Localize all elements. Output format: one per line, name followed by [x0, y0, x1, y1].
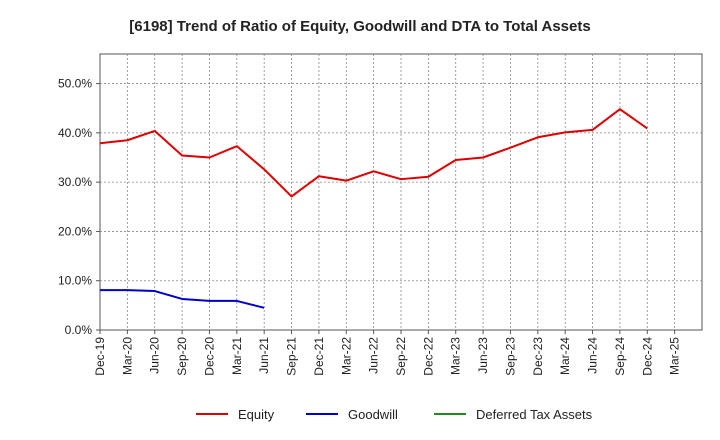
y-tick-label: 50.0%: [58, 77, 92, 91]
gridlines: [100, 54, 702, 330]
x-tick-label: Sep-24: [613, 337, 627, 376]
y-tick-label: 30.0%: [58, 175, 92, 189]
series-line-goodwill: [100, 289, 265, 309]
x-tick-label: Dec-22: [421, 337, 435, 376]
series-lines: [99, 108, 648, 309]
y-axis: 0.0% 10.0% 20.0% 30.0% 40.0% 50.0%: [58, 77, 100, 337]
x-tick-label: Dec-20: [202, 337, 216, 376]
x-tick-label: Sep-21: [285, 337, 299, 376]
chart-title: [6198] Trend of Ratio of Equity, Goodwil…: [129, 18, 590, 35]
x-tick-label: Mar-22: [339, 337, 353, 375]
x-tick-label: Sep-22: [394, 337, 408, 376]
x-tick-label: Jun-23: [476, 337, 490, 374]
legend: Equity Goodwill Deferred Tax Assets: [196, 407, 593, 422]
x-tick-label: Mar-25: [668, 337, 682, 375]
x-tick-label: Mar-20: [120, 337, 134, 375]
y-tick-label: 0.0%: [65, 323, 93, 337]
x-tick-label: Dec-19: [93, 337, 107, 376]
x-tick-label: Dec-21: [312, 337, 326, 376]
x-tick-label: Sep-20: [175, 337, 189, 376]
x-tick-label: Dec-24: [640, 337, 654, 376]
x-tick-label: Jun-20: [148, 337, 162, 374]
x-tick-label: Jun-24: [586, 337, 600, 374]
y-tick-label: 20.0%: [58, 224, 92, 238]
legend-label-goodwill: Goodwill: [348, 407, 398, 422]
y-tick-label: 40.0%: [58, 126, 92, 140]
legend-label-deferred-tax-assets: Deferred Tax Assets: [476, 407, 593, 422]
x-tick-label: Mar-23: [449, 337, 463, 375]
legend-label-equity: Equity: [238, 407, 275, 422]
x-tick-label: Jun-21: [257, 337, 271, 374]
x-tick-label: Dec-23: [531, 337, 545, 376]
x-tick-label: Sep-23: [503, 337, 517, 376]
x-tick-label: Jun-22: [367, 337, 381, 374]
x-axis: Dec-19 Mar-20 Jun-20 Sep-20 Dec-20 Mar-21 Jun-…: [93, 330, 682, 376]
y-tick-label: 10.0%: [58, 274, 92, 288]
x-tick-label: Mar-24: [558, 337, 572, 375]
series-line-equity: [99, 108, 648, 198]
x-tick-label: Mar-21: [230, 337, 244, 375]
